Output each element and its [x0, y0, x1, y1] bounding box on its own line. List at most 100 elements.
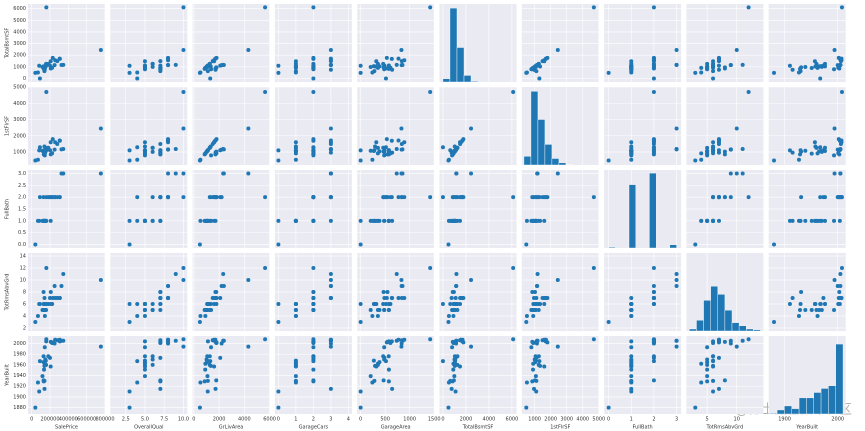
panel	[521, 253, 600, 331]
panel	[28, 253, 106, 331]
scatter-point	[135, 359, 140, 364]
scatter-point	[48, 59, 53, 64]
scatter-point	[221, 63, 226, 68]
scatter-point	[44, 337, 49, 342]
scatter-point	[142, 358, 147, 363]
scatter-point	[158, 148, 163, 153]
scatter-point	[651, 359, 656, 364]
scatter-point	[209, 153, 214, 158]
scatter-point	[772, 158, 777, 163]
scatter-point	[205, 69, 210, 74]
x-axis-label: GarageArea	[381, 425, 411, 431]
x-tick-label: 5	[706, 417, 709, 423]
scatter-point	[150, 145, 155, 150]
scatter-point	[276, 389, 281, 394]
scatter-point	[98, 126, 103, 131]
x-tick-label: 1500	[428, 417, 441, 423]
histogram-bar	[669, 244, 677, 249]
y-axis-label: FullBath	[5, 199, 11, 219]
scatter-point	[328, 48, 333, 53]
y-tick-label: 5000	[13, 85, 26, 91]
panel	[110, 86, 188, 165]
scatter-point	[832, 218, 837, 223]
scatter-point	[818, 195, 823, 200]
scatter-point	[382, 149, 387, 154]
scatter-point	[328, 67, 333, 72]
panel	[28, 4, 106, 82]
scatter-point	[246, 278, 251, 282]
scatter-point	[469, 126, 474, 131]
scatter-point	[205, 218, 210, 223]
scatter-point	[142, 302, 147, 306]
scatter-point	[142, 151, 147, 156]
scatter-point	[35, 380, 40, 385]
scatter-point	[197, 320, 202, 324]
scatter-point	[41, 354, 46, 359]
scatter-point	[400, 147, 405, 152]
scatter-point	[276, 405, 281, 410]
panel	[768, 170, 846, 248]
scatter-point	[531, 308, 536, 312]
scatter-point	[809, 151, 814, 156]
scatter-point	[41, 195, 46, 200]
scatter-point	[532, 195, 537, 200]
scatter-point	[440, 359, 445, 364]
scatter-point	[142, 314, 147, 318]
scatter-point	[127, 242, 132, 247]
scatter-point	[358, 148, 363, 153]
scatter-point	[428, 195, 433, 200]
scatter-point	[787, 148, 792, 153]
scatter-point	[394, 62, 399, 67]
histogram-bar	[544, 144, 553, 166]
scatter-point	[716, 138, 721, 143]
x-tick-label: 0	[30, 417, 33, 423]
y-tick-label: 2.5	[18, 183, 26, 189]
scatter-point	[705, 145, 710, 150]
scatter-point	[772, 70, 777, 75]
scatter-point	[370, 70, 375, 75]
scatter-point	[705, 345, 710, 350]
scatter-point	[181, 266, 186, 270]
scatter-point	[311, 266, 316, 270]
scatter-point	[328, 284, 333, 288]
scatter-point	[328, 171, 333, 176]
scatter-point	[809, 66, 814, 71]
scatter-point	[396, 337, 401, 342]
scatter-point	[400, 284, 405, 288]
y-tick-label: 1900	[13, 394, 26, 400]
scatter-point	[538, 218, 543, 223]
x-tick-label: 2000	[213, 417, 226, 423]
scatter-point	[181, 195, 186, 200]
scatter-point	[214, 378, 219, 383]
panel-background	[686, 336, 764, 414]
scatter-point	[135, 302, 140, 306]
scatter-point	[203, 308, 208, 312]
scatter-point	[311, 296, 316, 300]
scatter-point	[451, 290, 456, 294]
scatter-point	[711, 354, 716, 359]
scatter-point	[212, 140, 217, 145]
scatter-point	[142, 218, 147, 223]
scatter-point	[716, 63, 721, 68]
scatter-point	[311, 218, 316, 223]
panel	[686, 4, 764, 82]
scatter-point	[293, 149, 298, 154]
scatter-point	[711, 364, 716, 369]
scatter-point	[453, 296, 458, 300]
scatter-point	[836, 151, 841, 156]
scatter-point	[198, 380, 203, 385]
panel	[274, 4, 352, 82]
scatter-point	[591, 195, 596, 200]
panel	[192, 253, 270, 331]
scatter-point	[328, 278, 333, 282]
scatter-point	[358, 218, 363, 223]
scatter-point	[629, 148, 634, 153]
scatter-point	[705, 379, 710, 384]
scatter-point	[711, 339, 716, 344]
scatter-point	[451, 314, 456, 318]
scatter-point	[33, 158, 38, 163]
scatter-point	[127, 158, 132, 163]
x-tick-label: 2000	[544, 417, 557, 423]
scatter-point	[537, 195, 542, 200]
scatter-point	[399, 344, 404, 349]
